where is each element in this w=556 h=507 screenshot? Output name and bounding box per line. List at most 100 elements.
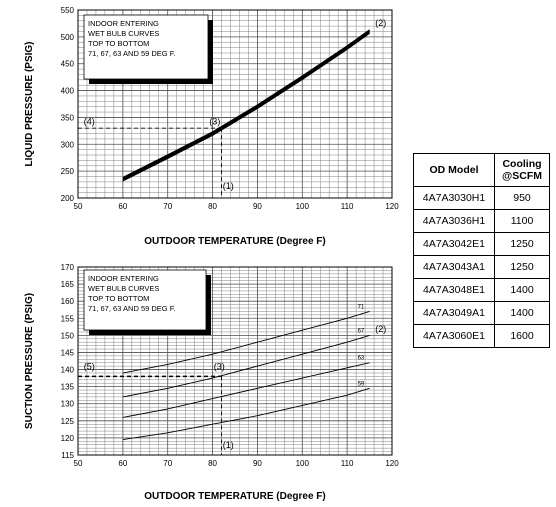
- chart1-note-line: 71, 67, 63 AND 59 DEG F.: [88, 49, 176, 58]
- header-cooling-line2: @SCFM: [502, 170, 542, 182]
- chart2-note-line: TOP TO BOTTOM: [88, 294, 149, 303]
- chart2-annotation: (3): [214, 362, 225, 372]
- header-od-model: OD Model: [413, 153, 495, 187]
- chart2-annotation: (2): [375, 324, 386, 334]
- chart1-series-line: [122, 32, 370, 182]
- chart1-x-tick-label: 50: [74, 202, 83, 211]
- chart1-frame: [77, 9, 393, 199]
- chart1-y-tick-label: 250: [61, 167, 75, 176]
- chart1-y-axis-label: LIQUID PRESSURE (PSIG): [24, 41, 35, 166]
- chart2-y-tick-label: 120: [61, 434, 75, 443]
- cell-cfm: 1400: [494, 278, 550, 302]
- chart1-y-tick-label: 300: [61, 140, 75, 149]
- table-row: 4A7A3060E1 1600: [413, 324, 550, 348]
- chart2-series-line: [122, 310, 370, 374]
- chart2-y-tick-label: 155: [61, 314, 75, 323]
- chart2-series-label: 59: [358, 381, 365, 387]
- chart1-annotation: (3): [209, 116, 220, 126]
- chart2-x-tick-label: 50: [74, 459, 83, 468]
- cell-model: 4A7A3042E1: [413, 232, 495, 256]
- chart1-x-tick-label: 100: [296, 202, 310, 211]
- chart1-series-line: [122, 31, 370, 181]
- chart2-y-tick-label: 135: [61, 383, 75, 392]
- chart2-y-tick-label: 115: [61, 451, 74, 460]
- chart1-x-tick-label: 120: [385, 202, 399, 211]
- chart1-y-tick-label: 400: [61, 87, 75, 96]
- chart1-series-line: [122, 29, 370, 179]
- chart2-y-tick-label: 125: [61, 417, 75, 426]
- chart2-y-tick-label: 145: [61, 348, 75, 357]
- model-table: OD Model Cooling @SCFM 4A7A3030H1 950 4A7…: [413, 153, 550, 348]
- cell-model: 4A7A3060E1: [413, 324, 495, 348]
- chart1-x-axis-label: OUTDOOR TEMPERATURE (Degree F): [144, 236, 326, 247]
- chart1-x-tick-label: 110: [341, 202, 354, 211]
- chart1-note-line: TOP TO BOTTOM: [88, 39, 149, 48]
- chart2-x-tick-label: 120: [385, 459, 399, 468]
- chart2-note-line: INDOOR ENTERING: [88, 274, 159, 283]
- chart2-x-tick-label: 80: [208, 459, 217, 468]
- cell-model: 4A7A3030H1: [413, 186, 495, 210]
- chart2-y-tick-label: 165: [61, 280, 75, 289]
- chart1-annotation: (1): [223, 181, 234, 191]
- chart2-y-tick-label: 160: [61, 297, 75, 306]
- chart2-series-line: [122, 362, 370, 418]
- chart1-x-tick-label: 60: [118, 202, 127, 211]
- chart1-y-tick-label: 200: [61, 194, 75, 203]
- chart1-annotation: (2): [375, 18, 386, 28]
- cell-cfm: 1600: [494, 324, 550, 348]
- cell-cfm: 1250: [494, 232, 550, 256]
- header-cooling-line1: Cooling: [502, 158, 542, 170]
- table-row: 4A7A3036H1 1100: [413, 209, 550, 233]
- table-row: 4A7A3030H1 950: [413, 186, 550, 210]
- chart1-y-tick-label: 450: [61, 60, 75, 69]
- chart1-x-tick-label: 90: [253, 202, 262, 211]
- chart2-series-label: 71: [358, 304, 365, 310]
- chart2-x-tick-label: 110: [341, 459, 354, 468]
- header-cooling: Cooling @SCFM: [494, 153, 550, 187]
- chart2-x-axis-label: OUTDOOR TEMPERATURE (Degree F): [144, 491, 326, 502]
- chart2-series-line: [122, 334, 370, 398]
- cell-model: 4A7A3043A1: [413, 255, 495, 279]
- chart1-note-line: INDOOR ENTERING: [88, 19, 159, 28]
- cell-cfm: 1250: [494, 255, 550, 279]
- chart2-note-line: WET BULB CURVES: [88, 284, 159, 293]
- cell-cfm: 950: [494, 186, 550, 210]
- cell-model: 4A7A3049A1: [413, 301, 495, 325]
- chart2-x-tick-label: 70: [163, 459, 172, 468]
- table-row: 4A7A3048E1 1400: [413, 278, 550, 302]
- chart2-y-axis-label: SUCTION PRESSURE (PSIG): [24, 293, 35, 429]
- chart2-note-line: 71, 67, 63 AND 59 DEG F.: [88, 304, 176, 313]
- chart2-y-tick-label: 170: [61, 263, 75, 272]
- cell-cfm: 1100: [494, 209, 550, 233]
- chart1-series-line: [122, 30, 370, 180]
- table-row: 4A7A3043A1 1250: [413, 255, 550, 279]
- chart2-x-tick-label: 100: [296, 459, 310, 468]
- chart2-annotation: (5): [84, 362, 95, 372]
- chart2-series-label: 63: [358, 356, 365, 362]
- chart2-frame: [77, 266, 393, 456]
- chart1-x-tick-label: 80: [208, 202, 217, 211]
- table-header-row: OD Model Cooling @SCFM: [413, 153, 550, 187]
- chart1-y-tick-label: 500: [61, 33, 75, 42]
- chart1-y-tick-label: 350: [61, 113, 75, 122]
- chart1-annotation: (4): [84, 116, 95, 126]
- chart2-annotation: (1): [223, 440, 234, 450]
- chart2-x-tick-label: 60: [118, 459, 127, 468]
- chart1-x-tick-label: 70: [163, 202, 172, 211]
- chart2-series-label: 67: [358, 328, 365, 334]
- cell-model: 4A7A3048E1: [413, 278, 495, 302]
- chart2-y-tick-label: 130: [61, 400, 75, 409]
- chart1-y-tick-label: 550: [61, 6, 75, 15]
- chart2-series-line: [122, 387, 370, 441]
- chart2-x-tick-label: 90: [253, 459, 262, 468]
- chart2-y-tick-label: 150: [61, 331, 75, 340]
- cell-model: 4A7A3036H1: [413, 209, 495, 233]
- chart2-note-box: [83, 269, 207, 331]
- table-row: 4A7A3049A1 1400: [413, 301, 550, 325]
- cell-cfm: 1400: [494, 301, 550, 325]
- chart2-y-tick-label: 140: [61, 366, 75, 375]
- chart1-note-box: [83, 14, 209, 80]
- table-row: 4A7A3042E1 1250: [413, 232, 550, 256]
- chart1-note-line: WET BULB CURVES: [88, 29, 159, 38]
